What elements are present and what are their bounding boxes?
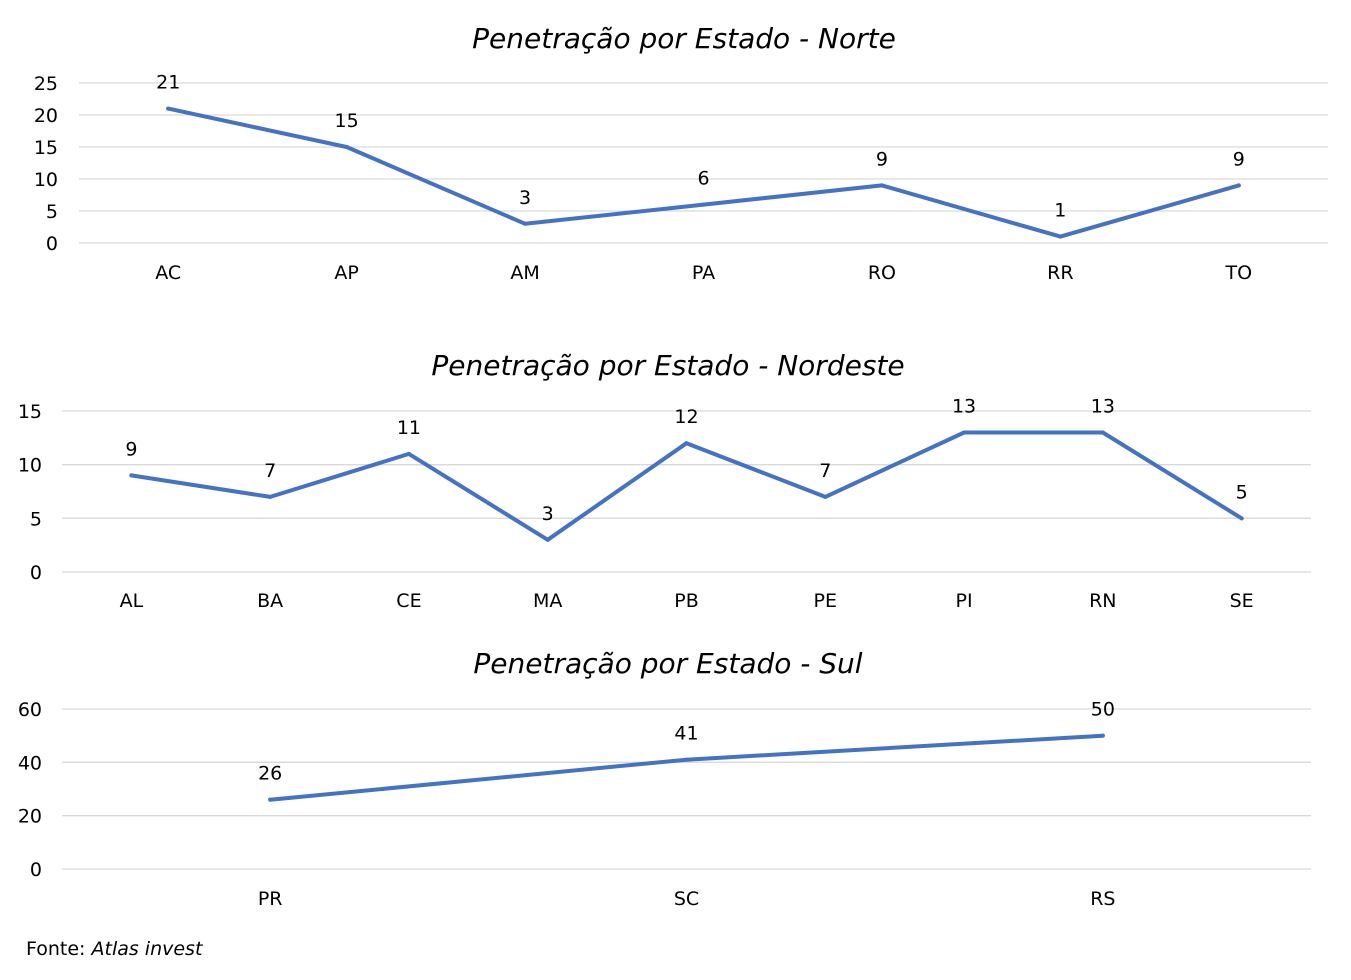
data-label: 3 [542,503,554,525]
data-label: 12 [674,406,698,428]
source-label: Fonte: [26,938,92,960]
data-label: 11 [397,417,421,439]
data-point [166,106,171,111]
x-tick-label: AM [510,262,539,284]
data-label: 9 [125,438,137,460]
data-label: 41 [674,723,698,745]
data-point [1100,733,1105,738]
data-point [684,757,689,762]
data-point [523,221,528,226]
data-point [684,441,689,446]
x-tick-label: RR [1047,262,1073,284]
data-point [879,183,884,188]
y-tick-label: 20 [34,105,58,127]
data-point [1239,516,1244,521]
y-tick-label: 0 [30,859,42,881]
chart-sul: Penetração por Estado - Sul 0 20 40 60 PR SC RS… [18,647,1311,910]
data-label: 5 [1236,481,1248,503]
data-label: 13 [1091,395,1115,417]
chart-title: Penetração por Estado - Norte [472,22,896,55]
x-tick-label: PA [692,262,715,284]
data-point [545,537,550,542]
x-tick-label: SE [1230,590,1254,612]
data-point [129,473,134,478]
data-point [268,797,273,802]
y-tick-label: 15 [34,137,58,159]
x-tick-label: AP [334,262,358,284]
data-label: 26 [258,763,282,785]
x-tick-label: RS [1090,888,1115,910]
data-point [1100,430,1105,435]
data-label: 13 [952,395,976,417]
y-tick-label: 15 [18,401,42,423]
y-tick-label: 10 [34,169,58,191]
data-label: 6 [697,168,709,190]
data-point [1236,183,1241,188]
y-tick-label: 25 [34,73,58,95]
chart-norte: Penetração por Estado - Norte 0 5 10 15 20 25 A… [34,22,1328,284]
data-label: 50 [1091,699,1115,721]
chart-title: Penetração por Estado - Sul [473,647,862,680]
x-tick-label: CE [396,590,421,612]
x-tick-label: AL [120,590,144,612]
source-name: Atlas invest [91,938,203,960]
x-tick-label: BA [257,590,283,612]
data-label: 9 [1233,148,1245,170]
data-label: 9 [876,148,888,170]
chart-nordeste: Penetração por Estado - Nordeste 0 5 10 15 AL… [18,349,1311,612]
data-point [268,494,273,499]
y-tick-label: 20 [18,806,42,828]
y-tick-label: 10 [18,455,42,477]
x-tick-label: PI [956,590,973,612]
data-label: 1 [1054,200,1066,222]
x-tick-label: RN [1089,590,1116,612]
y-tick-label: 0 [30,562,42,584]
data-point [962,430,967,435]
x-tick-label: RO [868,262,896,284]
y-tick-label: 40 [18,752,42,774]
y-tick-label: 60 [18,699,42,721]
data-point [823,494,828,499]
data-point [1058,234,1063,239]
x-tick-label: MA [533,590,562,612]
y-tick-label: 0 [46,233,58,255]
x-tick-label: TO [1225,262,1253,284]
y-tick-label: 5 [46,201,58,223]
x-tick-label: AC [155,262,181,284]
data-label: 3 [519,187,531,209]
data-point [701,202,706,207]
data-point [344,145,349,149]
x-tick-label: SC [674,888,699,910]
data-label: 7 [819,460,831,482]
source-note: Fonte: Atlas invest [26,938,202,960]
series-line [268,733,1105,802]
data-label: 21 [156,72,180,94]
chart-title: Penetração por Estado - Nordeste [431,349,904,382]
data-point [406,451,411,456]
x-tick-label: PB [674,590,699,612]
data-label: 15 [335,110,359,132]
y-tick-label: 5 [30,508,42,530]
x-tick-label: PR [258,888,283,910]
series-line [129,430,1244,542]
data-label: 7 [264,460,276,482]
x-tick-label: PE [814,590,837,612]
